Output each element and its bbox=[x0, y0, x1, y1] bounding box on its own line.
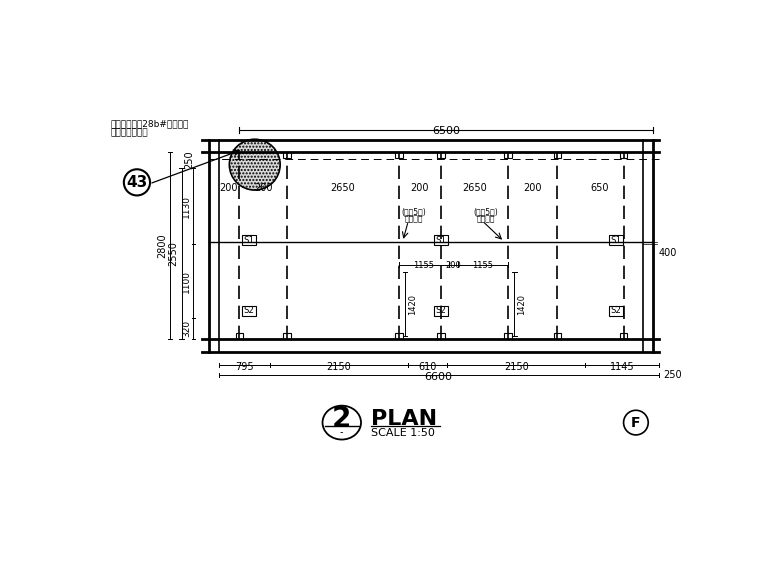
Bar bbox=[504, 152, 512, 158]
Text: 2550: 2550 bbox=[169, 242, 179, 266]
Text: 2150: 2150 bbox=[504, 362, 528, 372]
Text: 200: 200 bbox=[410, 183, 429, 193]
Text: 250: 250 bbox=[185, 150, 195, 169]
Circle shape bbox=[230, 139, 280, 190]
Text: 650: 650 bbox=[591, 183, 610, 193]
Text: 1155: 1155 bbox=[413, 261, 435, 270]
Bar bbox=[609, 235, 622, 246]
Text: 1420: 1420 bbox=[408, 294, 417, 315]
Text: 1145: 1145 bbox=[610, 362, 635, 372]
Text: 200: 200 bbox=[220, 183, 238, 193]
Text: 2650: 2650 bbox=[331, 183, 355, 193]
Bar bbox=[283, 332, 291, 340]
Text: 2650: 2650 bbox=[462, 183, 487, 193]
Text: 1155: 1155 bbox=[473, 261, 493, 270]
Text: (载重5吩): (载重5吩) bbox=[473, 207, 499, 216]
Text: 2800: 2800 bbox=[157, 233, 167, 258]
Bar bbox=[283, 152, 291, 158]
Text: 固定主体结构上: 固定主体结构上 bbox=[111, 129, 148, 137]
Bar bbox=[242, 306, 255, 316]
Bar bbox=[504, 332, 512, 340]
Text: PLAN: PLAN bbox=[371, 409, 437, 429]
Text: SCALE 1:50: SCALE 1:50 bbox=[371, 429, 435, 438]
Text: S1: S1 bbox=[243, 235, 254, 245]
Text: 1130: 1130 bbox=[182, 195, 191, 218]
Text: 6600: 6600 bbox=[425, 372, 453, 382]
Bar bbox=[553, 152, 561, 158]
Bar bbox=[434, 235, 448, 246]
Text: 250: 250 bbox=[663, 370, 682, 380]
Bar bbox=[437, 332, 445, 340]
Text: S2: S2 bbox=[435, 307, 446, 315]
Text: 电梯主机构（28b#工字钉）: 电梯主机构（28b#工字钉） bbox=[111, 119, 189, 128]
Text: 43: 43 bbox=[126, 175, 147, 190]
Text: 400: 400 bbox=[659, 248, 677, 258]
Text: 610: 610 bbox=[418, 362, 437, 372]
Bar bbox=[553, 332, 561, 340]
Text: 1100: 1100 bbox=[182, 270, 191, 292]
Text: 2: 2 bbox=[332, 405, 351, 433]
Text: (载重5吩): (载重5吩) bbox=[401, 207, 426, 216]
Text: 200: 200 bbox=[524, 183, 542, 193]
Text: 吸吥投影: 吸吥投影 bbox=[477, 215, 496, 223]
Text: 320: 320 bbox=[182, 320, 191, 337]
Bar bbox=[395, 152, 403, 158]
Text: S2: S2 bbox=[610, 307, 621, 315]
Bar bbox=[434, 306, 448, 316]
Text: S2: S2 bbox=[243, 307, 254, 315]
Bar bbox=[395, 332, 403, 340]
Bar bbox=[242, 235, 255, 246]
Text: 1420: 1420 bbox=[518, 294, 527, 315]
Bar bbox=[609, 306, 622, 316]
Text: S1: S1 bbox=[610, 235, 621, 245]
Bar bbox=[236, 332, 243, 340]
Text: F: F bbox=[631, 416, 641, 430]
Text: 200: 200 bbox=[254, 183, 273, 193]
Text: -: - bbox=[340, 427, 344, 437]
Bar bbox=[619, 152, 628, 158]
Bar bbox=[437, 152, 445, 158]
Text: 6500: 6500 bbox=[432, 126, 460, 136]
Text: 200: 200 bbox=[445, 261, 461, 270]
Bar bbox=[619, 332, 628, 340]
Text: 2150: 2150 bbox=[326, 362, 351, 372]
Text: S1: S1 bbox=[435, 235, 446, 245]
Text: 795: 795 bbox=[235, 362, 253, 372]
Bar bbox=[236, 152, 243, 158]
Text: 吸吥投影: 吸吥投影 bbox=[404, 215, 423, 223]
